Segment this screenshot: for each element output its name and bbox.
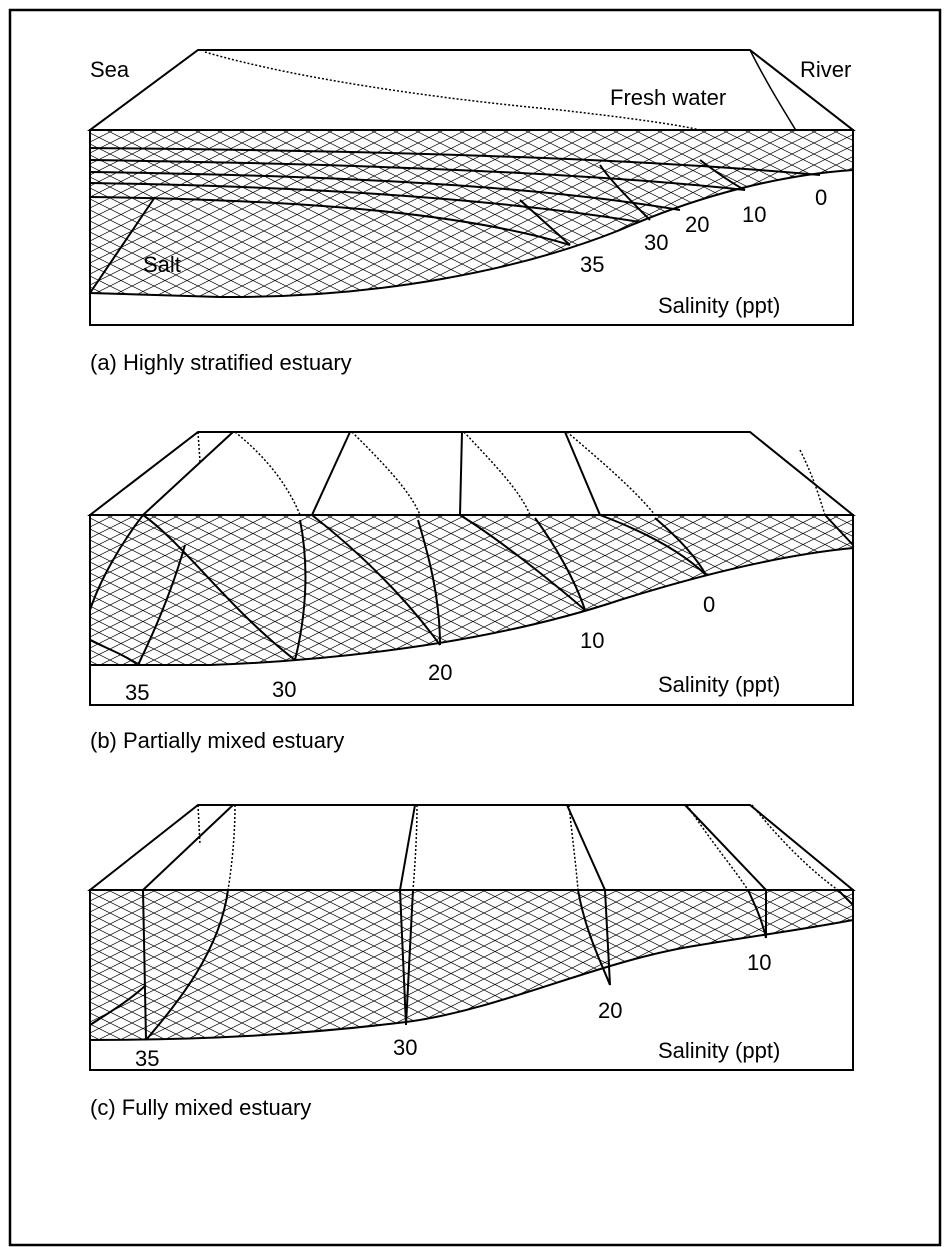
- panel-c-salinity-30: 30: [393, 1035, 417, 1060]
- panel-b-axis-label: Salinity (ppt): [658, 672, 780, 697]
- panel-c-isohalines: [89, 889, 854, 1041]
- panel-a-caption: (a) Highly stratified estuary: [90, 350, 352, 375]
- panel-b-salinity-0: 0: [703, 592, 715, 617]
- panel-c-water-body: [89, 889, 854, 1042]
- panel-a-salinity-10: 10: [742, 202, 766, 227]
- panel-c-axis-label: Salinity (ppt): [658, 1038, 780, 1063]
- panel-a-fresh-water-label: Fresh water: [610, 85, 726, 110]
- panel-b-top-isohalines: [142, 431, 601, 516]
- panel-b-salinity-35: 35: [125, 680, 149, 705]
- panel-a-surface-isohaline: [204, 51, 701, 131]
- panel-a-salinity-20: 20: [685, 212, 709, 237]
- panel-b-caption: (b) Partially mixed estuary: [90, 728, 344, 753]
- panel-c-salinity-20: 20: [598, 998, 622, 1023]
- panel-c-top-dotted: [197, 804, 839, 891]
- panel-c-fully-mixed: 35 30 20 10 Salinity (ppt) (c) Fully mix…: [87, 804, 856, 1120]
- panel-b-top-dotted: [197, 431, 826, 516]
- panel-b-isohalines: [89, 514, 854, 666]
- figure-frame: [8, 8, 942, 1247]
- panel-a-salinity-0: 0: [815, 185, 827, 210]
- panel-c-top-isohalines: [142, 804, 767, 891]
- panel-a-water-body: [89, 129, 854, 299]
- panel-a-river-label: River: [800, 57, 851, 82]
- panel-a-isohalines: [89, 147, 821, 294]
- panel-a-salinity-35: 35: [580, 252, 604, 277]
- panel-b-water-body: [89, 514, 854, 666]
- panel-b-salinity-30: 30: [272, 677, 296, 702]
- panel-b-top-surface: [87, 431, 856, 516]
- panel-b-partially-mixed: 35 30 20 10 0 Salinity (ppt) (b) Partial…: [87, 431, 856, 753]
- panel-c-salinity-35: 35: [135, 1046, 159, 1071]
- panel-a-highly-stratified: Sea River Fresh water Salt 35 30 20 10 0…: [86, 49, 856, 375]
- panel-c-caption: (c) Fully mixed estuary: [90, 1095, 311, 1120]
- panel-b-salinity-10: 10: [580, 628, 604, 653]
- panel-a-top-surface: [86, 49, 856, 131]
- panel-a-sea-label: Sea: [90, 57, 130, 82]
- panel-b-salinity-20: 20: [428, 660, 452, 685]
- panel-a-salinity-30: 30: [644, 230, 668, 255]
- panel-c-salinity-10: 10: [747, 950, 771, 975]
- panel-a-salt-label: Salt: [143, 252, 181, 277]
- panel-a-axis-label: Salinity (ppt): [658, 293, 780, 318]
